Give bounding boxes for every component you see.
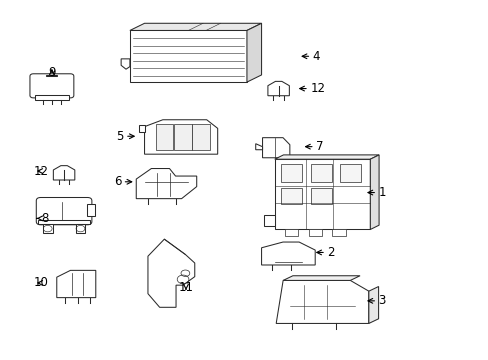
FancyBboxPatch shape	[36, 198, 92, 225]
Polygon shape	[148, 239, 194, 307]
Polygon shape	[130, 23, 261, 31]
Polygon shape	[261, 242, 315, 265]
Polygon shape	[310, 188, 332, 204]
Text: 12: 12	[299, 82, 325, 95]
Polygon shape	[121, 59, 130, 69]
Polygon shape	[46, 75, 57, 76]
Polygon shape	[308, 229, 322, 236]
Polygon shape	[284, 229, 298, 236]
Polygon shape	[369, 155, 378, 229]
Polygon shape	[156, 124, 173, 150]
Polygon shape	[280, 188, 302, 204]
Text: 2: 2	[316, 246, 334, 259]
Polygon shape	[35, 95, 68, 100]
Polygon shape	[264, 215, 274, 226]
Polygon shape	[274, 155, 378, 159]
Text: 6: 6	[113, 175, 131, 188]
Text: 12: 12	[33, 165, 48, 177]
Text: 4: 4	[302, 50, 320, 63]
Polygon shape	[368, 287, 378, 323]
Polygon shape	[136, 168, 196, 199]
Polygon shape	[339, 164, 360, 182]
Polygon shape	[43, 224, 53, 233]
Text: 9: 9	[48, 66, 56, 79]
Polygon shape	[332, 229, 346, 236]
Polygon shape	[310, 164, 332, 182]
Polygon shape	[267, 81, 289, 96]
Polygon shape	[283, 276, 359, 280]
Text: 8: 8	[37, 212, 48, 225]
Polygon shape	[174, 124, 191, 150]
Text: 10: 10	[34, 276, 48, 289]
Polygon shape	[246, 23, 261, 82]
Polygon shape	[262, 138, 289, 158]
Polygon shape	[76, 224, 85, 233]
Text: 7: 7	[305, 140, 323, 153]
Polygon shape	[255, 144, 262, 150]
Polygon shape	[144, 120, 217, 154]
Text: 1: 1	[367, 186, 386, 199]
Polygon shape	[192, 124, 209, 150]
FancyBboxPatch shape	[30, 74, 74, 98]
Polygon shape	[274, 159, 369, 229]
Polygon shape	[57, 270, 96, 298]
Polygon shape	[276, 280, 368, 323]
Polygon shape	[38, 220, 90, 224]
Polygon shape	[130, 31, 246, 82]
Text: 3: 3	[367, 294, 385, 307]
Polygon shape	[53, 166, 75, 180]
Polygon shape	[139, 125, 144, 132]
Text: 5: 5	[116, 130, 134, 143]
Polygon shape	[87, 204, 95, 216]
Polygon shape	[280, 164, 302, 182]
Text: 11: 11	[178, 281, 193, 294]
